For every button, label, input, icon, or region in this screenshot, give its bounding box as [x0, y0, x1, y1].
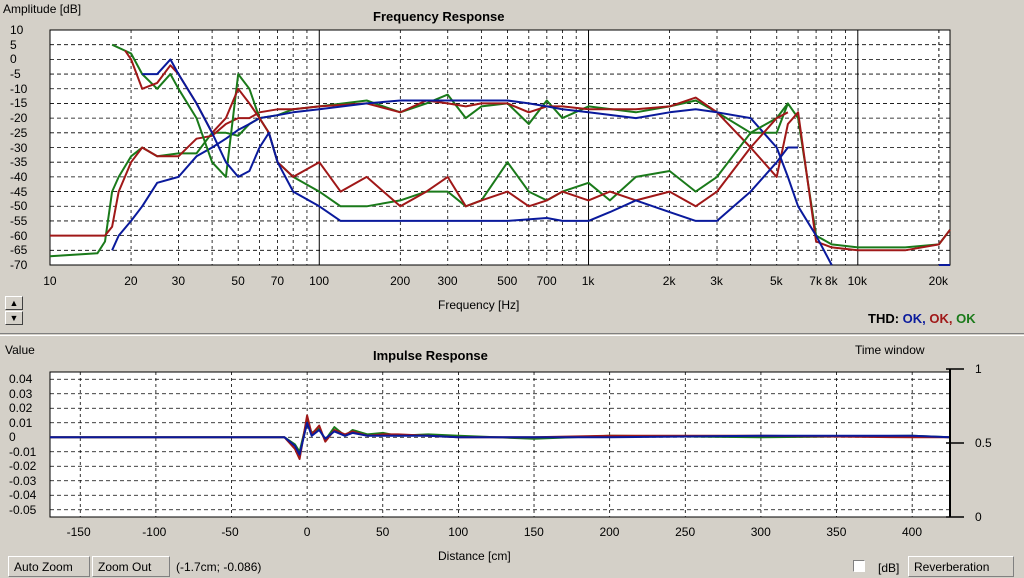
impulse-x-tick-label: -50: [221, 525, 239, 539]
freq-y-tick-label: -40: [10, 169, 28, 184]
freq-x-tick-label: 10k: [847, 274, 867, 288]
impulse-x-tick-label: 150: [523, 525, 544, 539]
impulse-x-tick-label: -150: [66, 525, 91, 539]
freq-y-tick-label: -55: [10, 213, 28, 228]
freq-y-tick-label: -20: [10, 111, 28, 126]
thd-label: THD:: [868, 311, 900, 326]
impulse-y-tick-label: 0: [9, 430, 16, 445]
freq-y-tick-label: -70: [10, 258, 28, 272]
impulse-chart-title: Impulse Response: [373, 348, 488, 363]
freq-y-tick-label: 0: [10, 52, 17, 67]
impulse-y-tick-label: 0.01: [9, 415, 33, 430]
freq-x-tick-label: 200: [390, 274, 411, 288]
impulse-y-tick-label: -0.02: [9, 459, 37, 474]
auto-zoom-button[interactable]: Auto Zoom: [8, 556, 90, 577]
freq-y-axis-label: Amplitude [dB]: [3, 2, 82, 16]
panel-splitter[interactable]: [0, 333, 1024, 336]
freq-x-tick-label: 7k: [809, 274, 822, 288]
freq-y-tick-label: -60: [10, 228, 28, 243]
impulse-series-line-2: [50, 421, 951, 456]
reverberation-button[interactable]: Reverberation: [908, 556, 1014, 577]
impulse-y-axis-label: Value: [5, 343, 35, 357]
thd-value-red: OK,: [929, 311, 953, 326]
freq-y-tick-label: -35: [10, 155, 28, 170]
impulse-y-tick-label: -0.04: [9, 488, 37, 503]
freq-y-tick-label: -25: [10, 125, 28, 140]
freq-series-line-1: [50, 96, 951, 252]
freq-series-line-5: [142, 58, 799, 222]
thd-status: THD: OK, OK, OK: [868, 311, 976, 326]
freq-series-line-2: [111, 99, 950, 266]
db-checkbox[interactable]: [853, 560, 865, 572]
freq-y-tick-label: 10: [10, 23, 24, 37]
time-window-label: Time window: [855, 343, 925, 357]
scroll-up-button[interactable]: ▲: [5, 296, 23, 310]
freq-x-tick-label: 100: [309, 274, 330, 288]
freq-x-tick-label: 1k: [581, 274, 595, 288]
freq-x-tick-label: 3k: [710, 274, 723, 288]
thd-value-green: OK: [956, 311, 976, 326]
freq-chart-title: Frequency Response: [373, 9, 505, 24]
time-window-tick-label: 1: [975, 362, 982, 376]
db-checkbox-label: [dB]: [878, 561, 900, 575]
impulse-x-tick-label: 350: [826, 525, 847, 539]
impulse-y-tick-label: 0.04: [9, 372, 33, 387]
thd-value-blue: OK,: [902, 311, 926, 326]
impulse-plot-area: [49, 371, 951, 518]
freq-x-tick-label: 30: [171, 274, 186, 288]
impulse-x-tick-label: 200: [599, 525, 620, 539]
freq-x-tick-label: 20k: [928, 274, 948, 288]
impulse-x-tick-label: 250: [675, 525, 696, 539]
time-window-tick-label: 0: [975, 510, 982, 524]
impulse-x-tick-label: -100: [142, 525, 167, 539]
freq-y-tick-label: -45: [10, 184, 28, 199]
freq-y-tick-label: -15: [10, 96, 28, 111]
impulse-y-tick-label: -0.03: [9, 473, 37, 488]
impulse-x-tick-label: 50: [375, 525, 390, 539]
impulse-y-tick-label: -0.05: [9, 502, 37, 517]
freq-x-tick-label: 50: [231, 274, 245, 288]
impulse-y-tick-label: 0.02: [9, 401, 33, 416]
freq-x-tick-label: 300: [437, 274, 458, 288]
freq-y-tick-label: 5: [10, 37, 17, 52]
triangle-up-icon: ▲: [9, 298, 19, 308]
freq-x-tick-label: 8k: [824, 274, 838, 288]
freq-series-line-3: [111, 43, 789, 208]
impulse-y-tick-label: -0.01: [9, 444, 37, 459]
freq-x-tick-label: 500: [497, 274, 518, 288]
freq-y-tick-label: -30: [10, 140, 28, 155]
freq-y-tick-label: -50: [10, 199, 28, 214]
freq-y-tick-label: -10: [10, 81, 28, 96]
zoom-out-button[interactable]: Zoom Out: [92, 556, 170, 577]
impulse-x-tick-label: 400: [901, 525, 923, 539]
time-window-tick-label: 0.5: [975, 436, 992, 450]
freq-x-tick-label: 70: [270, 274, 285, 288]
scroll-down-button[interactable]: ▼: [5, 311, 23, 325]
impulse-x-tick-label: 100: [448, 525, 469, 539]
impulse-y-tick-label: 0.03: [9, 386, 33, 401]
impulse-x-tick-label: 0: [303, 525, 311, 539]
cursor-readout: (-1.7cm; -0.086): [176, 560, 262, 574]
freq-x-tick-label: 2k: [662, 274, 676, 288]
freq-y-tick-label: -65: [10, 243, 28, 258]
impulse-x-tick-label: 300: [750, 525, 771, 539]
freq-x-tick-label: 5k: [769, 274, 783, 288]
freq-x-axis-label: Frequency [Hz]: [438, 298, 520, 312]
freq-x-tick-label: 10: [43, 274, 57, 288]
freq-x-tick-label: 700: [536, 274, 557, 288]
freq-x-tick-label: 20: [124, 274, 138, 288]
freq-y-tick-label: -5: [10, 67, 21, 82]
triangle-down-icon: ▼: [9, 313, 19, 323]
impulse-x-axis-label: Distance [cm]: [438, 549, 511, 563]
